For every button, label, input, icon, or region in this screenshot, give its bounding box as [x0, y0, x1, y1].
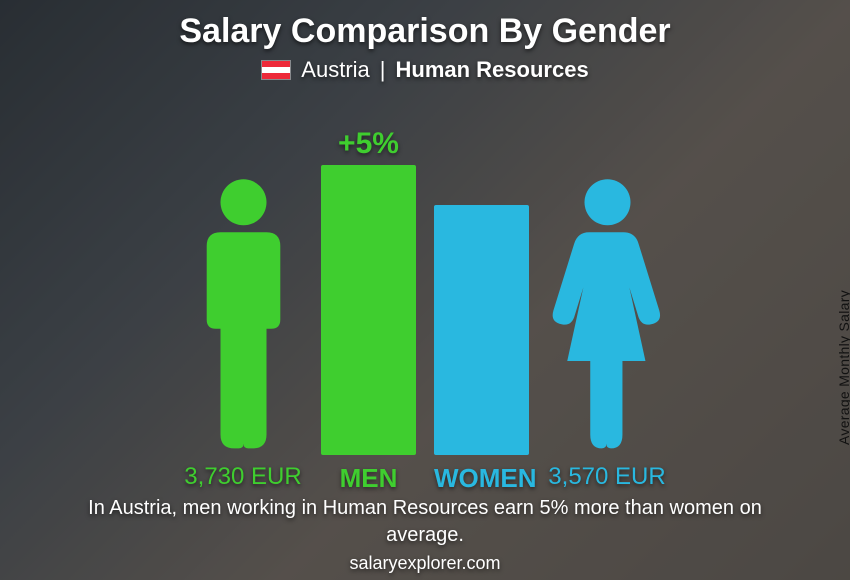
men-pct-label: +5% — [338, 127, 399, 161]
women-value-label: 3,570 EUR — [547, 463, 667, 491]
flag-stripe-3 — [262, 73, 290, 79]
women-bar-col — [434, 95, 529, 455]
summary-text: In Austria, men working in Human Resourc… — [60, 495, 790, 549]
women-cat-label: WOMEN — [434, 463, 529, 494]
women-bar — [434, 205, 529, 455]
man-icon — [186, 175, 301, 455]
men-icon-col — [183, 95, 303, 455]
site-label: salaryexplorer.com — [0, 553, 850, 574]
men-value-label: 3,730 EUR — [183, 463, 303, 491]
subtitle-separator: | — [380, 57, 386, 83]
subtitle: Austria | Human Resources — [0, 57, 850, 83]
chart-area: +5% — [0, 95, 850, 455]
women-icon-col — [547, 95, 667, 455]
subtitle-industry: Human Resources — [396, 57, 589, 83]
men-bar — [321, 165, 416, 455]
men-bar-col: +5% — [321, 95, 416, 455]
subtitle-country: Austria — [301, 57, 369, 83]
footer-labels: 3,730 EUR MEN WOMEN 3,570 EUR — [0, 455, 850, 494]
men-cat-label: MEN — [321, 463, 416, 494]
vertical-axis-label: Average Monthly Salary — [836, 290, 850, 445]
page-title: Salary Comparison By Gender — [0, 0, 850, 51]
austria-flag-icon — [261, 60, 291, 80]
woman-icon — [550, 175, 665, 455]
